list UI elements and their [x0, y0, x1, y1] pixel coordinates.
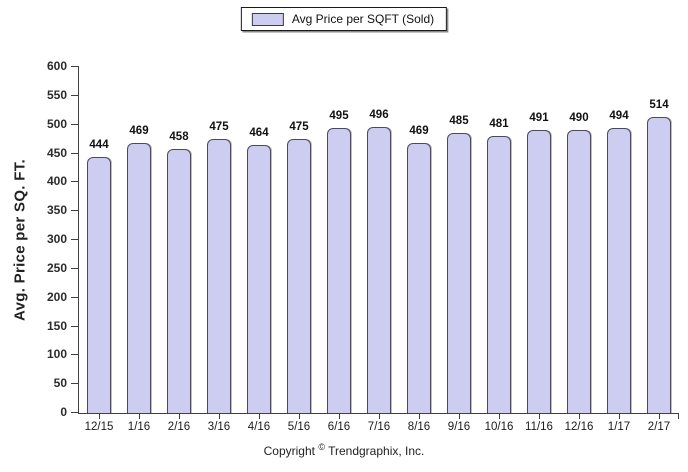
x-tick-label: 2/16	[167, 421, 191, 433]
y-axis-tick	[71, 181, 79, 183]
x-axis-tick	[339, 413, 340, 419]
legend-swatch-icon	[251, 12, 284, 26]
y-tick-label: 0	[60, 405, 67, 419]
legend: Avg Price per SQFT (Sold)	[240, 7, 448, 31]
x-axis-tick	[499, 413, 500, 419]
y-tick-label: 200	[46, 289, 67, 304]
y-axis-tick	[71, 152, 79, 154]
bar-value-label: 469	[129, 125, 149, 137]
bar	[407, 143, 431, 413]
bar	[207, 139, 231, 413]
x-axis-tick	[179, 413, 180, 419]
y-tick-label: 400	[46, 174, 67, 189]
x-axis-end-tick	[678, 413, 679, 419]
bar	[527, 130, 551, 413]
y-tick-label: 250	[46, 260, 67, 275]
x-axis-tick	[459, 413, 460, 419]
bar	[327, 128, 351, 413]
y-axis-tick	[71, 267, 79, 269]
x-tick-label: 10/16	[484, 421, 514, 433]
x-tick-label: 1/16	[127, 421, 151, 433]
copyright-symbol-icon: ©	[318, 442, 325, 452]
x-tick-label: 3/16	[207, 421, 231, 433]
bar	[127, 143, 151, 413]
bar	[487, 136, 511, 413]
bar-value-label: 491	[529, 112, 549, 124]
plot-area: 0 50 100 150 200 250 300 350 400 450 500 550 600 444 1…	[47, 60, 679, 433]
bar-value-label: 481	[489, 118, 509, 130]
y-tick-label: 150	[46, 318, 67, 333]
bar	[447, 133, 471, 413]
x-axis-tick	[419, 413, 420, 419]
y-axis-title: Avg. Price per SQ. FT.	[11, 159, 29, 321]
y-axis-tick	[71, 239, 79, 240]
x-tick-label: 9/16	[447, 421, 471, 433]
y-axis-tick	[71, 123, 79, 125]
x-tick-label: 4/16	[247, 421, 271, 433]
y-axis-tick	[71, 296, 79, 298]
y-tick-label: 350	[46, 203, 67, 218]
x-axis-tick	[619, 413, 620, 419]
y-axis-tick	[71, 66, 79, 67]
bar	[367, 127, 391, 413]
bar	[247, 145, 271, 413]
y-tick-label: 600	[46, 59, 67, 73]
x-axis-tick	[139, 413, 140, 419]
y-tick-label: 500	[46, 116, 67, 131]
copyright-suffix: Trendgraphix, Inc.	[328, 444, 425, 458]
x-tick-label: 5/16	[287, 421, 311, 433]
legend-label: Avg Price per SQFT (Sold)	[291, 12, 435, 26]
y-axis-tick	[71, 210, 79, 212]
bar-value-label: 496	[369, 109, 389, 121]
x-axis-tick	[299, 413, 300, 419]
y-tick-label: 450	[46, 145, 67, 160]
y-tick-label: 100	[46, 347, 67, 362]
x-axis-tick	[659, 413, 660, 419]
x-tick-label: 8/16	[407, 421, 431, 433]
bar-value-label: 469	[409, 125, 429, 137]
bar	[287, 139, 311, 413]
bar-value-label: 475	[209, 121, 229, 133]
y-axis-tick	[71, 354, 79, 356]
x-tick-label: 1/17	[607, 421, 631, 433]
bar-value-label: 485	[449, 115, 469, 127]
bar-value-label: 464	[249, 127, 269, 139]
bar	[167, 149, 191, 413]
x-axis-tick	[379, 413, 380, 419]
x-tick-label: 6/16	[327, 421, 351, 433]
y-tick-label: 50	[53, 376, 67, 391]
copyright-text: Copyright © Trendgraphix, Inc.	[0, 442, 688, 458]
bar-value-label: 475	[289, 121, 309, 133]
y-axis-tick	[71, 383, 79, 385]
bar	[607, 128, 631, 413]
copyright-prefix: Copyright	[263, 444, 315, 458]
x-tick-label: 12/16	[564, 421, 594, 433]
x-axis-tick	[219, 413, 220, 419]
x-tick-label: 2/17	[647, 421, 671, 433]
bar-value-label: 495	[329, 110, 349, 122]
y-axis-tick	[71, 94, 79, 96]
y-tick-label: 550	[46, 87, 67, 102]
bar-value-label: 444	[89, 139, 109, 151]
bar-value-label: 514	[649, 99, 669, 111]
y-axis-tick	[71, 325, 79, 327]
x-tick-label: 7/16	[367, 421, 391, 433]
x-axis-tick	[259, 413, 260, 419]
bar	[647, 117, 671, 413]
x-tick-label: 12/15	[84, 421, 114, 433]
x-axis-tick	[539, 413, 540, 419]
x-tick-label: 11/16	[525, 421, 553, 433]
bar	[87, 157, 111, 413]
bar-value-label: 490	[569, 112, 589, 124]
bar-value-label: 458	[169, 131, 189, 143]
y-tick-label: 300	[46, 232, 67, 246]
bar	[567, 130, 591, 413]
x-axis-tick	[579, 413, 580, 419]
x-axis-tick	[99, 413, 100, 419]
bar-value-label: 494	[609, 110, 629, 122]
y-axis-tick	[71, 412, 79, 413]
